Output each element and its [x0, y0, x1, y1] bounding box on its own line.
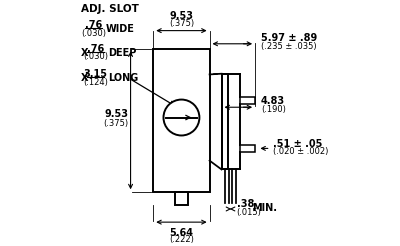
Text: .76: .76 — [87, 44, 104, 54]
Circle shape — [164, 100, 200, 136]
Text: (.124): (.124) — [84, 77, 108, 87]
Text: (.190): (.190) — [261, 105, 286, 114]
Text: .38: .38 — [236, 199, 254, 209]
Text: (.235 ± .035): (.235 ± .035) — [261, 42, 317, 51]
Text: (.375): (.375) — [169, 19, 194, 28]
Text: (.015): (.015) — [236, 208, 261, 217]
Bar — [153, 48, 210, 192]
Text: LONG: LONG — [108, 73, 138, 83]
Text: (.030): (.030) — [81, 29, 106, 37]
Bar — [240, 97, 255, 104]
Text: ADJ. SLOT: ADJ. SLOT — [82, 4, 139, 14]
Text: (.222): (.222) — [169, 235, 194, 244]
Text: WIDE: WIDE — [106, 24, 135, 34]
Text: (.020 ± .002): (.020 ± .002) — [273, 148, 328, 156]
Text: (.030): (.030) — [83, 52, 108, 62]
Bar — [240, 145, 255, 152]
Text: .76: .76 — [85, 20, 102, 30]
Text: DEEP: DEEP — [108, 48, 136, 58]
Text: 5.97 ± .89: 5.97 ± .89 — [261, 33, 317, 43]
Bar — [175, 192, 188, 205]
Text: 3.15: 3.15 — [84, 69, 108, 79]
Text: X: X — [81, 48, 88, 58]
Text: 9.53: 9.53 — [104, 109, 128, 119]
Text: .51 ± .05: .51 ± .05 — [273, 138, 322, 149]
Text: 5.64: 5.64 — [170, 228, 194, 238]
Text: (.375): (.375) — [103, 120, 128, 128]
Text: MIN.: MIN. — [252, 203, 277, 213]
Bar — [222, 74, 228, 169]
Text: 4.83: 4.83 — [261, 96, 285, 106]
Text: X: X — [81, 73, 88, 83]
Text: 9.53: 9.53 — [170, 11, 194, 21]
